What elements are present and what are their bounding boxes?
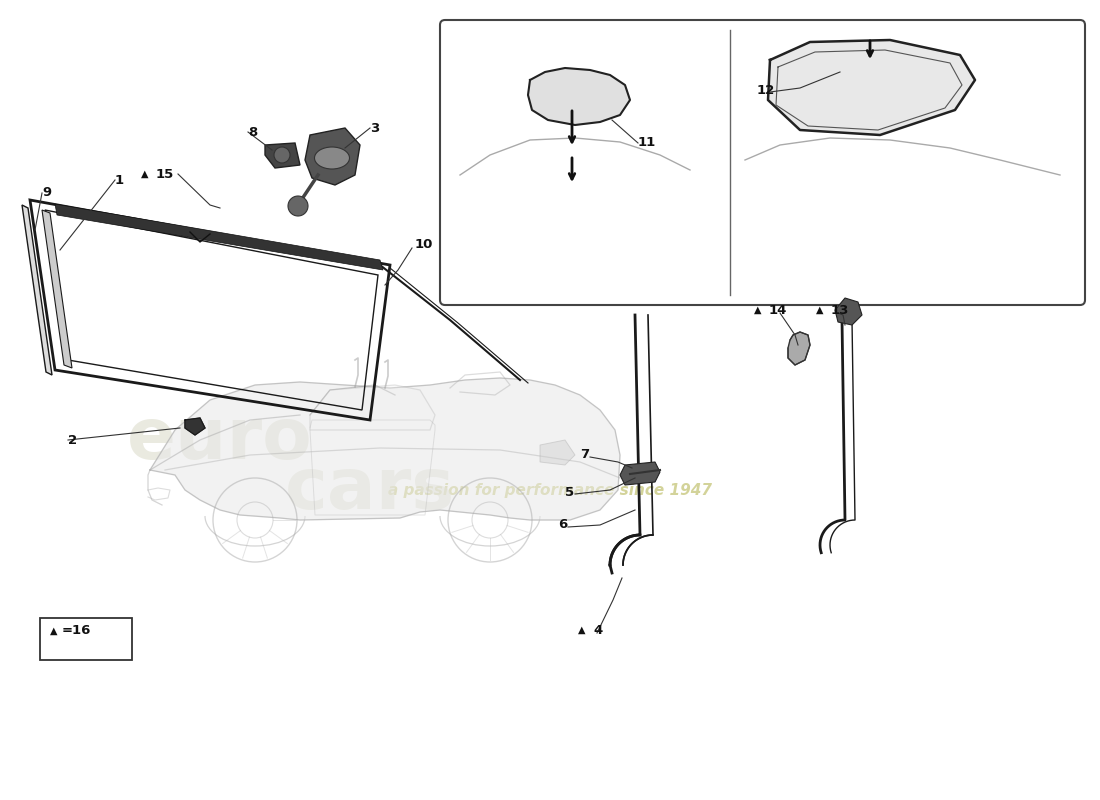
Text: 13: 13 <box>830 303 849 317</box>
Polygon shape <box>528 68 630 125</box>
Text: ▲: ▲ <box>141 169 149 179</box>
Polygon shape <box>265 143 300 168</box>
Text: ▲: ▲ <box>579 625 585 635</box>
Polygon shape <box>22 205 52 375</box>
Text: euro: euro <box>128 406 312 474</box>
Polygon shape <box>835 298 862 325</box>
Circle shape <box>288 196 308 216</box>
Text: cars: cars <box>285 455 455 525</box>
Polygon shape <box>540 440 575 465</box>
Circle shape <box>274 147 290 163</box>
Text: 4: 4 <box>593 623 603 637</box>
Text: ▲: ▲ <box>755 305 761 315</box>
Polygon shape <box>768 40 975 135</box>
Polygon shape <box>42 210 72 368</box>
Text: ▲: ▲ <box>816 305 824 315</box>
Text: 7: 7 <box>580 449 590 462</box>
FancyBboxPatch shape <box>40 618 132 660</box>
Text: =16: =16 <box>62 625 91 638</box>
Text: 14: 14 <box>769 303 788 317</box>
Polygon shape <box>150 378 620 520</box>
Polygon shape <box>620 462 660 485</box>
Polygon shape <box>305 128 360 185</box>
Text: 8: 8 <box>248 126 257 138</box>
FancyBboxPatch shape <box>440 20 1085 305</box>
Text: 9: 9 <box>42 186 51 199</box>
Polygon shape <box>788 332 810 365</box>
Text: 3: 3 <box>370 122 379 134</box>
Text: 15: 15 <box>156 167 174 181</box>
Text: 6: 6 <box>558 518 568 531</box>
Text: 2: 2 <box>68 434 77 446</box>
Text: 10: 10 <box>415 238 433 251</box>
Text: 11: 11 <box>638 137 657 150</box>
Polygon shape <box>185 418 205 435</box>
Polygon shape <box>55 204 383 270</box>
Text: 1: 1 <box>116 174 124 186</box>
Polygon shape <box>310 385 435 430</box>
Ellipse shape <box>315 147 350 169</box>
Text: a passion for performance since 1947: a passion for performance since 1947 <box>388 482 712 498</box>
Text: 5: 5 <box>565 486 574 498</box>
Text: ▲: ▲ <box>50 626 57 636</box>
Text: 12: 12 <box>757 83 776 97</box>
